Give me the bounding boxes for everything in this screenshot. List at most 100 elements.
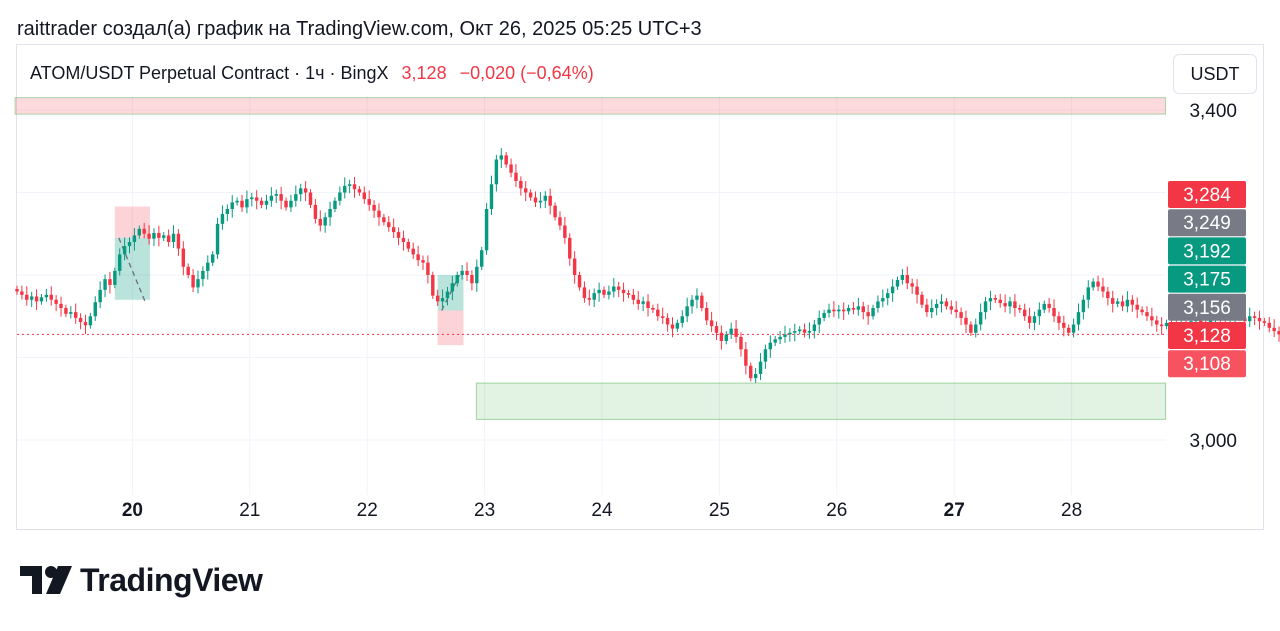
candle-body — [1130, 299, 1135, 305]
candle-body — [352, 184, 357, 190]
candle-body — [983, 301, 988, 313]
candle-body — [39, 297, 44, 302]
candle-body — [460, 270, 464, 275]
candle-body — [328, 209, 332, 218]
currency-button[interactable]: USDT — [1173, 54, 1257, 94]
candle-body — [675, 322, 680, 329]
candle-body — [279, 194, 283, 201]
candle-body — [152, 232, 156, 239]
candle-body — [162, 235, 166, 238]
y-tick-label: 3,400 — [1189, 101, 1237, 122]
candle-body — [127, 242, 132, 247]
y-tick-label: 3,000 — [1189, 431, 1237, 452]
candle-body — [196, 279, 200, 288]
x-tick-label: 20 — [122, 500, 143, 521]
candle-body — [284, 200, 288, 208]
candle-body — [1252, 316, 1257, 318]
candle-body — [993, 298, 998, 300]
candle-body — [98, 289, 102, 303]
price-tag-bg — [1168, 209, 1246, 237]
candle-body — [1106, 291, 1110, 299]
candle-body — [1027, 316, 1032, 323]
candle-body — [519, 180, 523, 189]
last-price: 3,128 — [401, 63, 447, 83]
candle-body — [421, 260, 425, 263]
candle-body — [690, 299, 694, 307]
candle-body — [734, 328, 738, 337]
candle-body — [1150, 316, 1154, 321]
candle-body — [396, 232, 401, 238]
candle-body — [719, 332, 724, 341]
candle-body — [822, 312, 826, 318]
candle-body — [930, 308, 934, 313]
candle-body — [49, 294, 53, 300]
x-tick-label: 25 — [709, 500, 730, 521]
candle-body — [568, 237, 572, 259]
price-tags: 3,284 3,249 3,192 3,175 3,156 3,128 3,108 — [1168, 181, 1246, 378]
candle-body — [910, 283, 914, 287]
candle-body — [1042, 303, 1046, 310]
candle-body — [259, 200, 264, 205]
candle-body — [176, 233, 181, 249]
candle-body — [372, 204, 376, 211]
candle-body — [1081, 299, 1086, 313]
x-tick-label: 21 — [239, 500, 260, 521]
candle-body — [1267, 322, 1271, 328]
candle-body — [504, 155, 508, 165]
candle-body — [294, 194, 298, 201]
candle-body — [616, 286, 621, 290]
candle-body — [812, 324, 817, 332]
price-tag-bg — [1168, 265, 1246, 293]
candle-body — [709, 320, 714, 327]
candle-body — [807, 331, 812, 333]
candle-body — [215, 223, 220, 255]
candle-body — [533, 197, 538, 203]
candle-body — [122, 246, 127, 255]
candle-body — [166, 235, 171, 242]
candle-body — [758, 361, 763, 374]
candle-body — [367, 199, 371, 205]
x-tick-label: 26 — [826, 500, 847, 521]
candle-body — [308, 192, 313, 205]
candle-body — [959, 312, 963, 318]
candle-body — [191, 275, 195, 288]
candle-body — [1164, 322, 1169, 327]
candle-body — [607, 291, 611, 295]
candle-body — [528, 192, 533, 198]
candle-body — [1115, 301, 1120, 304]
candle-body — [763, 349, 768, 362]
candle-body — [866, 312, 870, 317]
candle-body — [20, 291, 24, 295]
candle-body — [524, 188, 528, 193]
candle-body — [186, 266, 190, 275]
candle-body — [509, 164, 513, 173]
candle-body — [1008, 301, 1012, 307]
candle-body — [773, 339, 777, 343]
candle-body — [137, 228, 142, 236]
candle-body — [73, 312, 78, 318]
candle-body — [377, 210, 381, 218]
candle-body — [739, 336, 743, 350]
brand-name: TradingView — [80, 562, 263, 598]
candle-body — [783, 334, 787, 337]
candle-body — [944, 301, 949, 307]
candle-body — [1135, 304, 1139, 310]
candle-body — [235, 200, 239, 203]
candle-body — [470, 275, 474, 284]
x-axis-labels: 20 21 22 23 24 25 26 27 28 — [122, 500, 1082, 521]
candle-body — [602, 289, 606, 295]
candle-body — [1096, 281, 1100, 287]
supply-zone — [14, 97, 1167, 115]
candle-body — [401, 237, 406, 242]
price-tag-label: 3,128 — [1183, 326, 1231, 347]
candle-body — [700, 295, 704, 308]
candle-body — [299, 188, 303, 195]
candle-body — [318, 218, 322, 226]
candle-body — [744, 349, 748, 366]
candle-body — [240, 200, 244, 208]
candle-body — [846, 308, 851, 312]
candle-body — [289, 200, 293, 208]
candle-body — [1052, 308, 1056, 317]
candle-body — [489, 184, 494, 209]
